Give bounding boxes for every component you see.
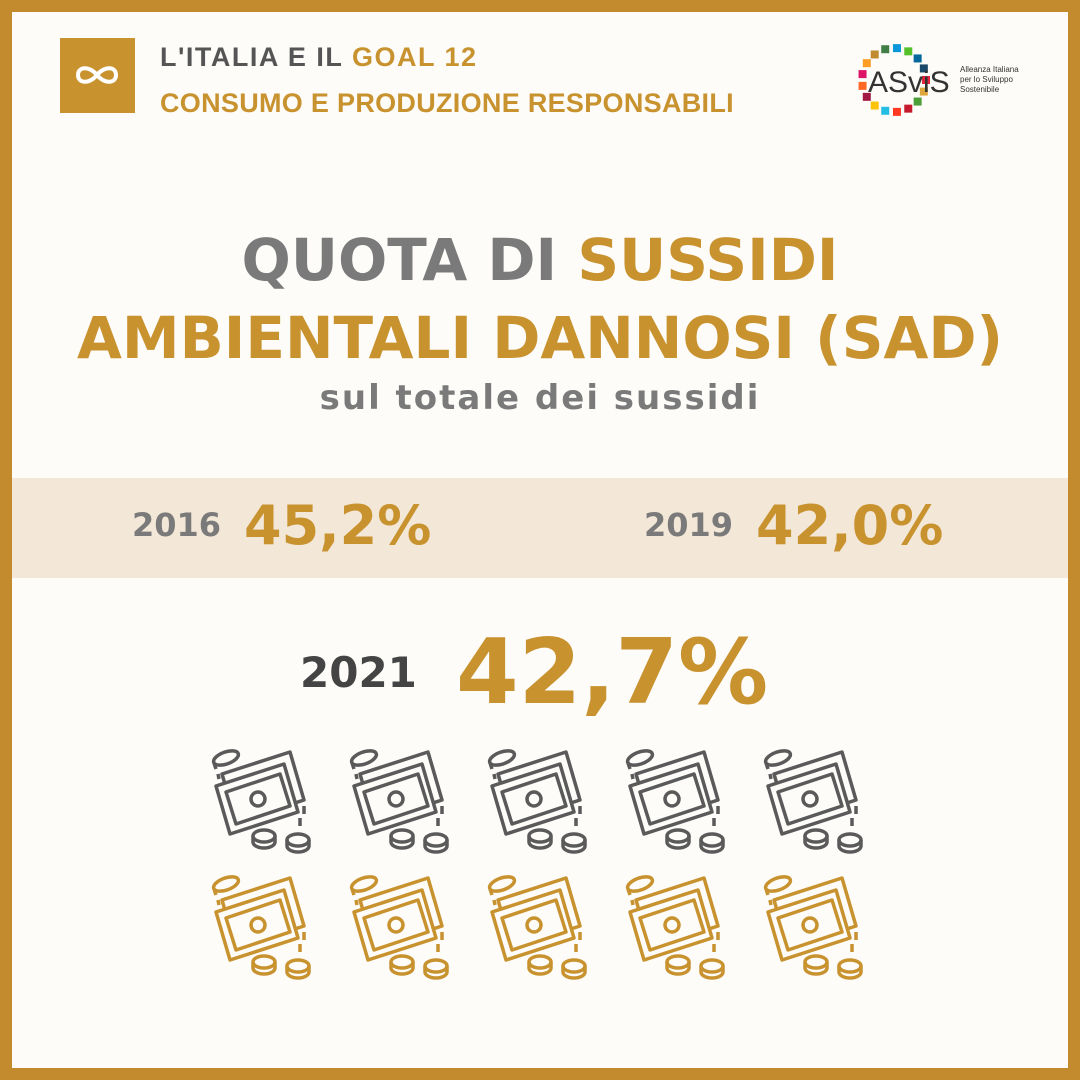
logo-dot <box>919 87 928 96</box>
header-subtitle: CONSUMO E PRODUZIONE RESPONSABILI <box>160 88 734 118</box>
money-icon <box>623 746 725 854</box>
stat-value: 42,0% <box>756 494 944 557</box>
money-icons <box>209 746 863 980</box>
headline-part: SUSSIDI <box>577 226 839 294</box>
stat-year: 2016 <box>132 506 222 544</box>
money-icon <box>485 746 587 854</box>
highlight-value: 42,7% <box>456 620 769 725</box>
stats-band <box>12 478 1068 578</box>
logo-dot <box>904 104 913 113</box>
logo-dot <box>881 45 890 54</box>
title-prefix: L'ITALIA E IL <box>160 42 343 72</box>
money-icon <box>761 746 863 854</box>
money-icon <box>761 872 863 980</box>
stat-year: 2019 <box>644 506 734 544</box>
money-icon <box>209 872 311 980</box>
money-icon <box>209 746 311 854</box>
money-icon <box>623 872 725 980</box>
logo-dot <box>892 107 901 116</box>
goal-icon <box>60 38 135 113</box>
logo-dot <box>870 50 879 59</box>
logo-tagline: per lo Sviluppo <box>960 75 1013 84</box>
stat-value: 45,2% <box>244 494 432 557</box>
logo-tagline: Alleanza Italiana <box>960 65 1019 74</box>
asvis-logo: ASviS Alleanza Italiana per lo Sviluppo … <box>858 44 1019 116</box>
logo-tagline: Sostenibile <box>960 85 1000 94</box>
headline-subtitle: sul totale dei sussidi <box>319 378 761 418</box>
logo-dot <box>913 97 922 106</box>
money-icon <box>347 746 449 854</box>
logo-dot <box>904 47 913 56</box>
logo-dot <box>922 76 930 84</box>
money-icon <box>347 872 449 980</box>
logo-dot <box>870 101 879 110</box>
header-title: L'ITALIA E IL GOAL 12 <box>160 42 477 73</box>
logo-dot <box>919 64 928 73</box>
logo-dot <box>862 92 871 101</box>
highlight-year: 2021 <box>300 648 417 697</box>
logo-dot <box>858 70 867 79</box>
logo-dot <box>881 106 890 115</box>
logo-dot <box>858 81 867 90</box>
logo-name: ASviS <box>868 66 950 99</box>
headline-part: QUOTA DI <box>241 226 558 294</box>
money-icon <box>485 872 587 980</box>
logo-dot <box>862 59 871 68</box>
headline-line2: AMBIENTALI DANNOSI (SAD) <box>76 304 1004 372</box>
headline-line1: QUOTA DI SUSSIDI <box>12 226 1068 294</box>
title-goal: GOAL 12 <box>351 42 478 72</box>
logo-dot <box>892 44 901 53</box>
logo-dot <box>913 54 922 63</box>
